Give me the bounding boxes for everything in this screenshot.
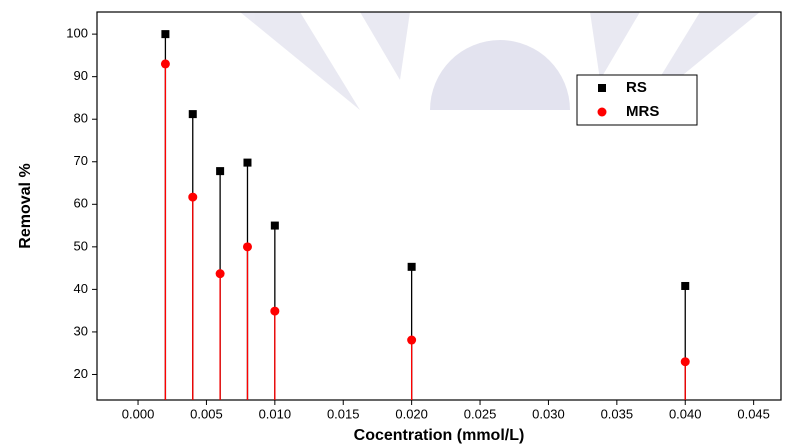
x-tick-label: 0.020 [395, 406, 428, 421]
marker [215, 269, 225, 279]
marker [161, 30, 170, 39]
marker [681, 281, 690, 290]
marker [188, 110, 197, 119]
marker [160, 59, 170, 69]
x-axis-title: Cocentration (mmol/L) [354, 427, 525, 444]
y-tick-label: 20 [74, 366, 88, 381]
y-tick-label: 100 [66, 26, 88, 41]
x-tick-label: 0.025 [464, 406, 497, 421]
marker [680, 357, 690, 367]
y-tick-label: 60 [74, 196, 88, 211]
legend-label: RS [626, 79, 647, 96]
x-tick-label: 0.005 [190, 406, 223, 421]
x-tick-label: 0.045 [737, 406, 770, 421]
y-tick-label: 30 [74, 323, 88, 338]
y-axis-title: Removal % [17, 163, 34, 248]
legend-marker [598, 84, 606, 92]
marker [242, 242, 252, 252]
y-tick-label: 70 [74, 153, 88, 168]
marker [216, 167, 225, 176]
legend-box [576, 74, 698, 126]
x-tick-label: 0.035 [601, 406, 634, 421]
y-tick-label: 90 [74, 68, 88, 83]
x-tick-label: 0.030 [532, 406, 565, 421]
x-tick-label: 0.040 [669, 406, 702, 421]
y-tick-label: 40 [74, 281, 88, 296]
marker [407, 262, 416, 271]
watermark [240, 12, 760, 110]
marker [270, 221, 279, 230]
y-tick-label: 50 [74, 238, 88, 253]
y-tick-label: 80 [74, 111, 88, 126]
x-tick-label: 0.015 [327, 406, 360, 421]
marker [407, 335, 417, 345]
marker [270, 306, 280, 316]
legend-label: MRS [626, 103, 659, 120]
marker [243, 158, 252, 167]
x-tick-label: 0.000 [122, 406, 155, 421]
marker [188, 192, 198, 202]
plot-frame [96, 11, 782, 401]
x-tick-label: 0.010 [259, 406, 292, 421]
legend-marker [597, 107, 607, 117]
